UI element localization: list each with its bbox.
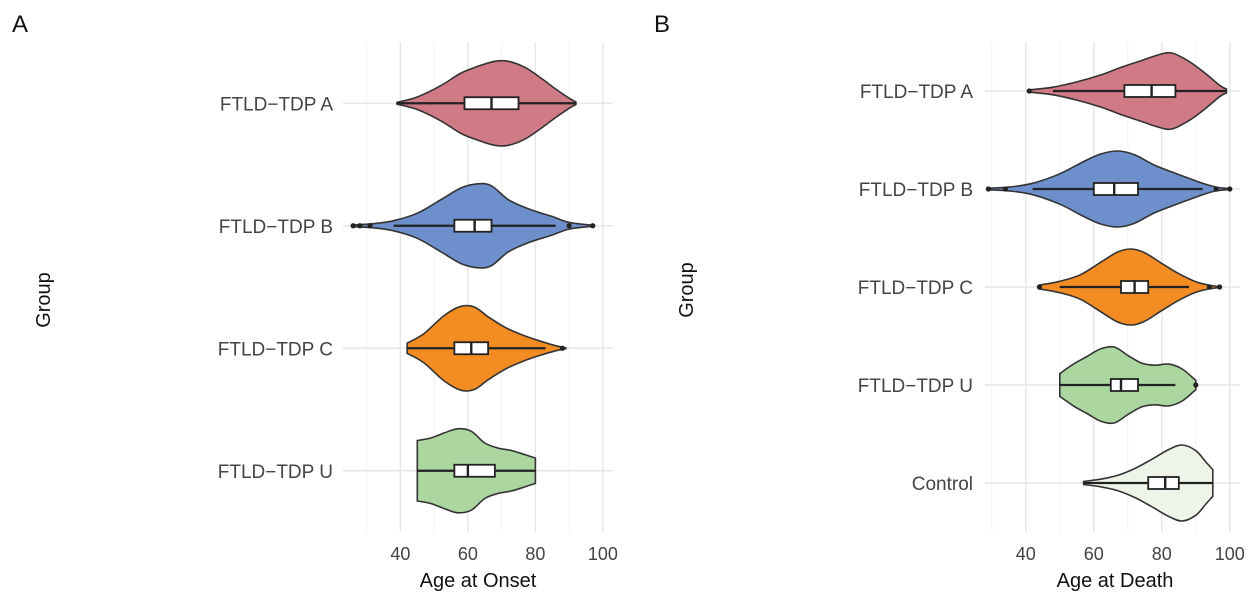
outlier-point (590, 223, 596, 229)
y-axis-title: Group (33, 272, 55, 328)
x-tick-label: 80 (1152, 544, 1172, 564)
category-label: FTLD−TDP U (858, 376, 973, 397)
outlier-point (985, 186, 992, 192)
outlier-point (1206, 284, 1212, 290)
outlier-point (357, 223, 363, 229)
outlier-point (559, 345, 565, 351)
x-axis-title: Age at Onset (420, 570, 537, 592)
category-label: FTLD−TDP C (218, 339, 333, 360)
category-label: FTLD−TDP B (859, 180, 973, 201)
category-label: FTLD−TDP B (219, 217, 333, 238)
outlier-point (1227, 186, 1233, 192)
x-tick-label: 40 (1016, 544, 1036, 564)
outlier-point (1026, 88, 1032, 94)
iqr-box (453, 463, 496, 478)
outlier-point (1002, 186, 1009, 192)
iqr-box (453, 218, 493, 233)
panel-death: B FTLD−TDP A FTLD−TDP B FTLD−TDP C FTLD−TDP … (654, 11, 1245, 592)
outlier-point (566, 223, 572, 229)
x-tick-label: 60 (458, 544, 478, 564)
category-label: FTLD−TDP C (858, 278, 973, 299)
x-tick-label: 100 (1215, 544, 1245, 564)
x-tick-label: 100 (588, 544, 618, 564)
panel-onset: A FTLD−TDP A FTLD−TDP B FTLD−TDP C FTLD−TDP … (12, 11, 618, 592)
outlier-point (1193, 382, 1199, 388)
panel-letter: A (12, 11, 28, 38)
outlier-point (350, 223, 356, 229)
panel-letter: B (654, 11, 670, 38)
category-label: FTLD−TDP A (220, 94, 333, 115)
y-axis-title: Group (676, 262, 698, 318)
outlier-point (1213, 186, 1219, 192)
outlier-point (1217, 284, 1223, 290)
outlier-point (367, 223, 373, 229)
category-label: FTLD−TDP A (860, 82, 973, 103)
category-label: Control (912, 474, 973, 495)
iqr-box (1123, 84, 1177, 98)
outlier-point (1036, 284, 1042, 290)
x-tick-label: 60 (1084, 544, 1104, 564)
iqr-box (1092, 182, 1139, 196)
iqr-box (1109, 378, 1139, 392)
iqr-box (1147, 476, 1180, 490)
x-tick-label: 80 (525, 544, 545, 564)
category-label: FTLD−TDP U (218, 462, 333, 483)
x-axis-title: Age at Death (1057, 570, 1174, 592)
x-tick-label: 40 (390, 544, 410, 564)
